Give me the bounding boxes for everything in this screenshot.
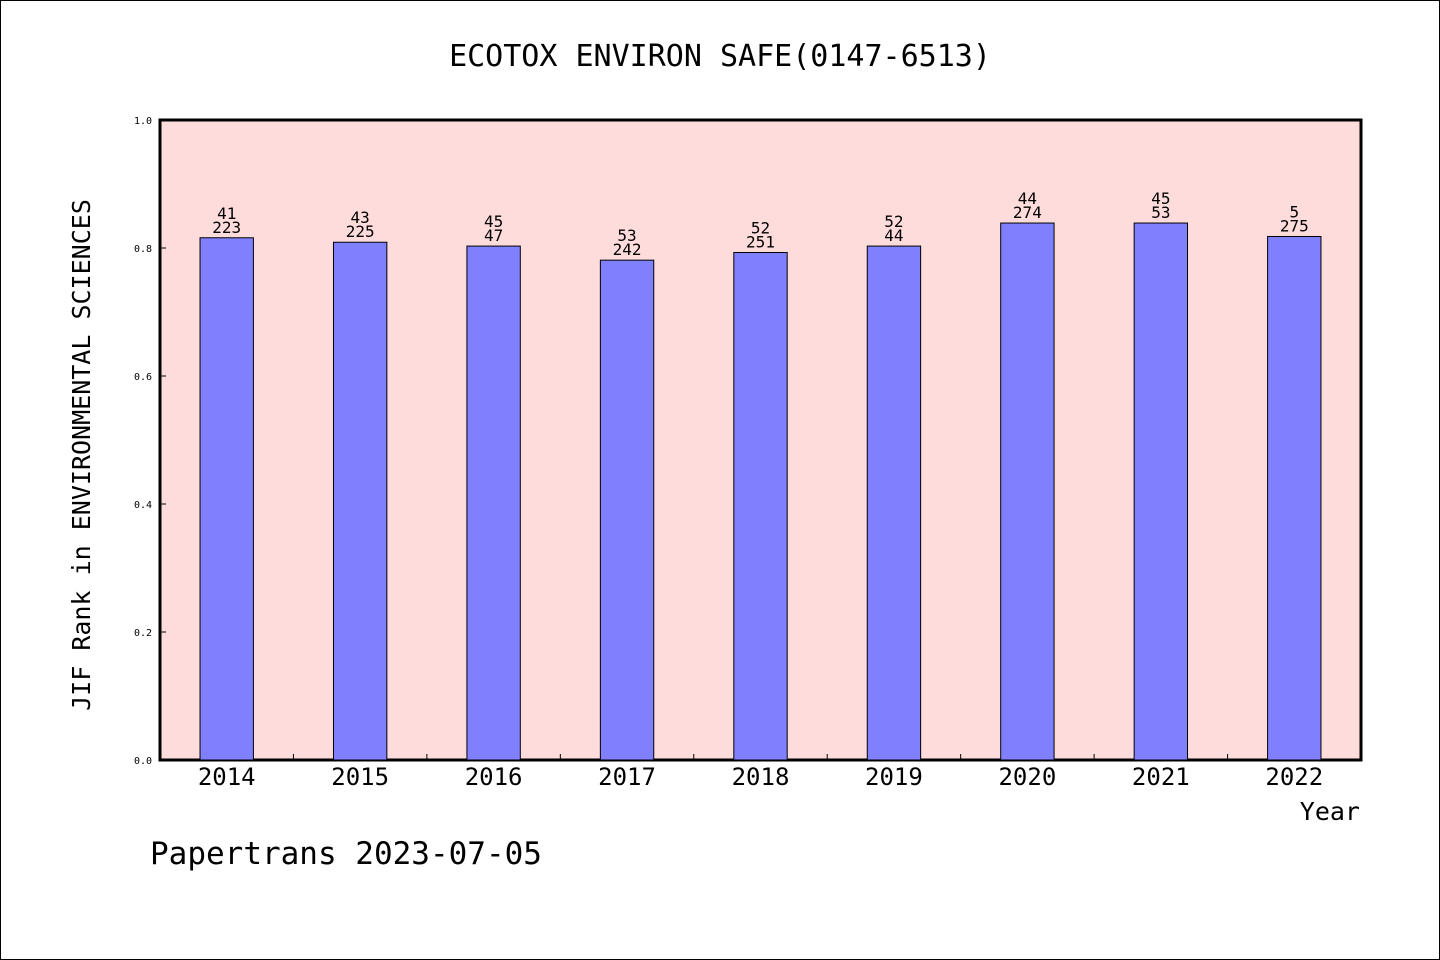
bar-2017 [599, 259, 655, 761]
bar-label-2014-bottom: 223 [212, 218, 241, 237]
bar-2020 [1000, 222, 1055, 761]
bar-label-2020-top: 44 [1018, 189, 1037, 208]
x-tick-label-2014: 2014 [198, 763, 256, 791]
x-tick-label-2019: 2019 [865, 763, 923, 791]
chart-title: ECOTOX ENVIRON SAFE(0147-6513) [449, 39, 991, 74]
x-tick-label-2021: 2021 [1132, 763, 1190, 791]
bar-label-2017-top: 53 [617, 226, 636, 245]
bar-label-2015-bottom: 225 [346, 222, 375, 241]
bar-2015 [332, 241, 388, 761]
footer-credit: Papertrans 2023-07-05 [150, 836, 542, 872]
y-tick-label-5: 1.0 [134, 116, 152, 127]
bar-label-2020-bottom: 274 [1013, 203, 1042, 222]
x-axis-label: Year [1300, 797, 1360, 826]
bar-label-2017-bottom: 242 [613, 240, 642, 259]
bar-label-2022-bottom: 275 [1280, 216, 1309, 235]
y-axis-ticks: 0.0 0.2 0.4 0.6 0.8 1.0 [134, 116, 166, 767]
bar-label-2022-top: 5 [1289, 202, 1299, 221]
bar-label-2016-bottom: 47 [484, 226, 503, 245]
bar-2021 [1133, 222, 1189, 761]
y-axis-label: JIF Rank in ENVIRONMENTAL SCIENCES [67, 199, 96, 711]
bars-group [199, 222, 1322, 761]
x-tick-label-2020: 2020 [998, 763, 1056, 791]
y-tick-label-0: 0.0 [134, 756, 152, 767]
bar-label-2014-top: 41 [217, 204, 236, 223]
y-tick-label-3: 0.6 [134, 372, 152, 383]
bar-label-2021-top: 45 [1151, 189, 1170, 208]
bar-label-2018-top: 52 [751, 218, 770, 237]
bar-label-2019-top: 52 [884, 212, 903, 231]
y-tick-label-1: 0.2 [134, 628, 152, 639]
x-tick-label-2022: 2022 [1265, 763, 1323, 791]
bar-label-2015-top: 43 [351, 208, 370, 227]
bar-label-2019-bottom: 44 [884, 226, 903, 245]
y-tick-label-4: 0.8 [134, 244, 152, 255]
x-axis-ticks: 2014 2015 2016 2017 2018 2019 2020 2021 2022 [198, 754, 1323, 791]
bar-label-2018-bottom: 251 [746, 232, 775, 251]
y-tick-label-2: 0.4 [134, 500, 152, 511]
bar-label-2021-bottom: 53 [1151, 203, 1170, 222]
x-tick-label-2018: 2018 [732, 763, 790, 791]
bar-2014 [199, 237, 254, 761]
x-tick-label-2017: 2017 [598, 763, 656, 791]
x-tick-label-2015: 2015 [331, 763, 389, 791]
x-tick-label-2016: 2016 [465, 763, 523, 791]
bar-2019 [866, 245, 922, 761]
bar-label-2016-top: 45 [484, 212, 503, 231]
bar-2022 [1267, 235, 1322, 761]
bar-2018 [733, 251, 788, 761]
bar-2016 [466, 245, 521, 761]
